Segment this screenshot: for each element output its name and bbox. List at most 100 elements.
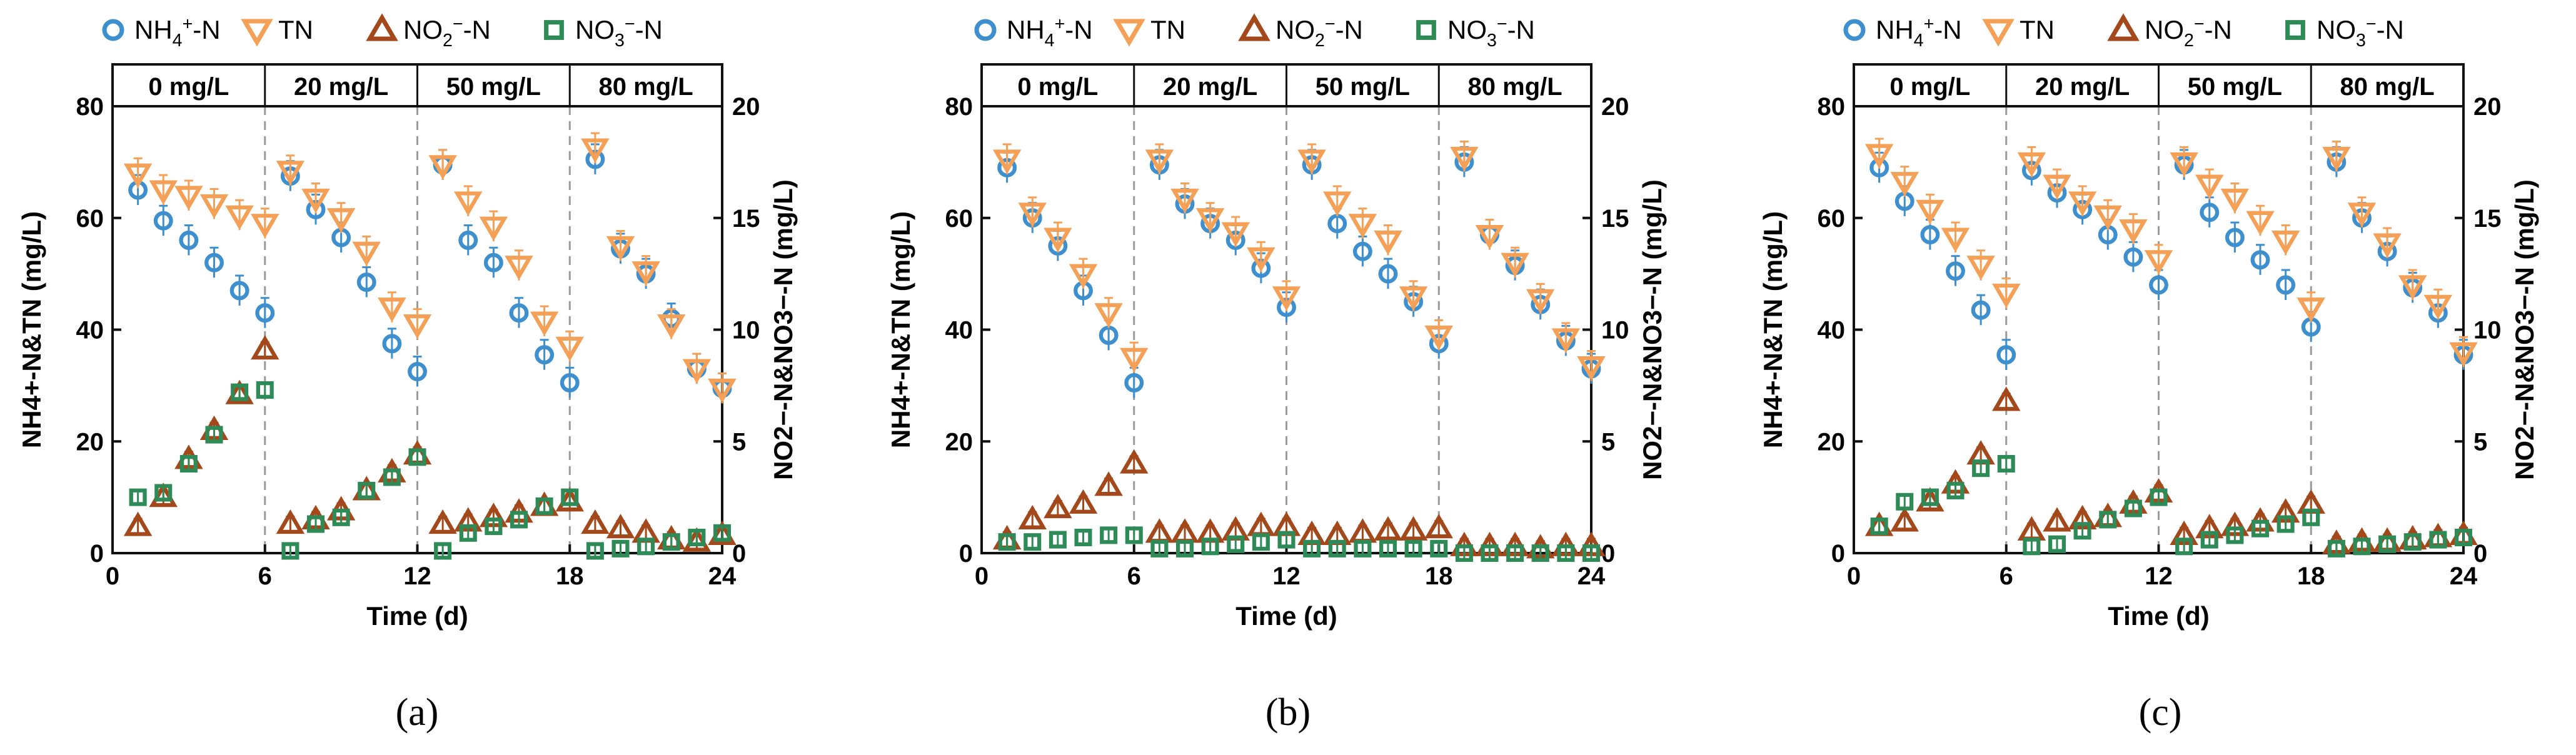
data-point-tn (149, 174, 178, 206)
marker-tn (1018, 202, 1047, 228)
data-point-tn (1272, 280, 1301, 311)
marker-tn (149, 180, 178, 205)
data-point-no3 (2277, 515, 2295, 533)
data-point-no3 (688, 528, 706, 546)
data-point-nh4 (2276, 269, 2296, 300)
marker-tn (606, 236, 635, 261)
data-point-no3 (1227, 535, 1245, 553)
marker-no3 (281, 542, 299, 560)
x-tick-label: 0 (106, 562, 119, 590)
marker-tn (708, 378, 737, 403)
x-tick-label: 0 (1847, 562, 1861, 590)
marker-no3 (129, 488, 147, 506)
y-left-tick-label: 40 (76, 317, 104, 344)
x-tick-label: 12 (1272, 562, 1301, 590)
data-point-tn (1069, 258, 1098, 289)
data-point-no2 (1094, 471, 1123, 496)
marker-tn (1297, 149, 1326, 174)
y-right-axis-label: NO2−-N&NO3−-N (mg/L) (768, 179, 798, 480)
y-left-tick-label: 40 (945, 317, 974, 344)
data-point-tn (2170, 146, 2198, 178)
data-point-no3 (2454, 528, 2473, 546)
data-point-no3 (1074, 528, 1092, 546)
marker-no3 (662, 533, 680, 551)
data-point-no3 (510, 511, 528, 529)
marker-no3 (2327, 539, 2345, 558)
y-right-axis-label: NO2−-N&NO3−-N (mg/L) (1638, 179, 1667, 480)
data-point-tn (428, 149, 457, 180)
data-point-tn (378, 291, 406, 322)
marker-tn (505, 256, 533, 281)
data-point-tn (530, 305, 559, 337)
legend-label-nh4: NH4+-N (134, 14, 221, 51)
data-point-no2 (1018, 504, 1047, 529)
marker-tn (2322, 146, 2351, 171)
marker-tn (2271, 230, 2300, 256)
marker-tn (1094, 303, 1123, 328)
data-point-nh4 (2225, 221, 2245, 253)
marker-no3 (2403, 533, 2422, 551)
data-point-no3 (459, 524, 477, 542)
data-point-no3 (1557, 544, 1575, 562)
marker-no3 (637, 538, 655, 556)
data-point-tn (992, 143, 1022, 174)
x-tick-label: 18 (2297, 562, 2325, 590)
marker-tn (225, 205, 254, 230)
marker-nh4 (535, 345, 555, 365)
data-point-nh4 (356, 266, 376, 298)
data-point-tn (2398, 269, 2427, 300)
y-right-tick-label: 5 (1601, 428, 1615, 456)
chart-panel-b: 0 mg/L 20 mg/L 50 mg/L 80 mg/L0 6 12 18 2402040… (886, 63, 1667, 734)
marker-no3 (2124, 499, 2142, 518)
data-point-no2 (1992, 386, 2021, 411)
phase-label: 80 mg/L (599, 73, 693, 101)
data-point-no2 (123, 511, 153, 536)
marker-no3 (332, 508, 350, 526)
y-left-axis-label: NH4+-N&TN (mg/L) (886, 211, 915, 448)
legend-item-no3: NO3−-N (544, 14, 663, 51)
marker-tn (123, 163, 153, 188)
data-point-no3 (129, 488, 147, 506)
marker-no3 (1201, 538, 1219, 556)
data-point-no3 (179, 454, 198, 473)
legend-label-no2: NO2−-N (2145, 14, 2232, 51)
marker-nh4 (356, 272, 376, 292)
marker-tn (1966, 256, 1995, 281)
y-right-tick-label: 5 (732, 428, 746, 456)
marker-no3 (1921, 488, 1939, 506)
marker-tn (1450, 146, 1479, 171)
data-point-no2 (1399, 516, 1428, 541)
data-point-no3 (611, 539, 630, 558)
data-point-tn (1450, 140, 1479, 172)
y-left-axis-label: NH4+-N&TN (mg/L) (1758, 211, 1788, 448)
y-left-tick-label: 0 (959, 540, 973, 568)
x-tick-label: 6 (1127, 562, 1141, 590)
data-point-tn (1170, 182, 1199, 214)
data-point-tn (657, 308, 686, 339)
marker-tn (1577, 356, 1606, 381)
data-point-tn (199, 188, 229, 219)
data-point-no3 (408, 448, 426, 466)
marker-no3 (1455, 544, 1473, 562)
marker-no2 (2043, 507, 2071, 532)
marker-tn (1374, 230, 1402, 256)
data-point-tn (2220, 182, 2250, 214)
marker-no3 (2200, 531, 2218, 549)
data-point-no2 (1424, 514, 1453, 539)
phase-label: 50 mg/L (2188, 73, 2282, 101)
marker-no3 (1481, 544, 1499, 562)
marker-no3 (358, 481, 376, 499)
marker-no3 (459, 524, 477, 542)
marker-tn (555, 336, 584, 361)
marker-no3 (256, 381, 274, 399)
marker-nh4 (458, 231, 478, 250)
legend-marker-tn (1113, 19, 1145, 47)
legend-label-tn: TN (278, 15, 313, 44)
marker-tn (276, 161, 305, 186)
legend-marker-no3 (544, 20, 564, 40)
x-tick-label: 12 (403, 562, 431, 590)
marker-tn (1170, 188, 1199, 213)
marker-tn (378, 298, 406, 322)
x-axis-label: Time (d) (1235, 601, 1337, 631)
data-point-tn (682, 352, 712, 384)
